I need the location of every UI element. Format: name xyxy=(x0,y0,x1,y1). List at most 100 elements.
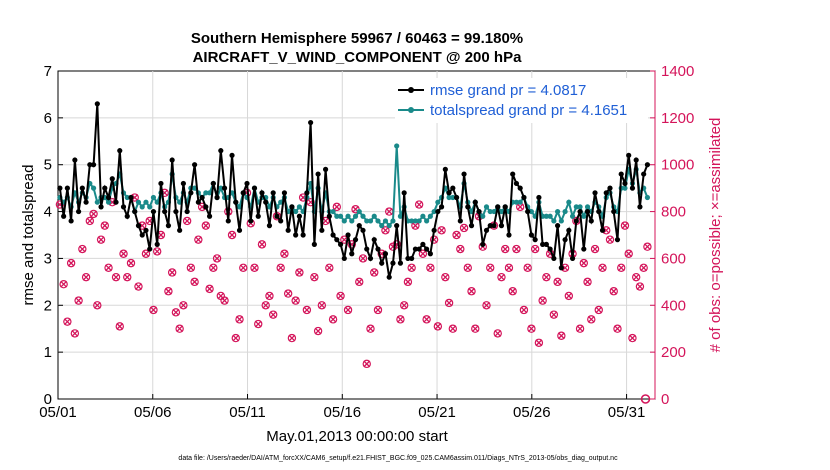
totalspread-point xyxy=(573,204,579,210)
obs-possible-point xyxy=(609,287,618,296)
obs-possible-point xyxy=(295,268,304,277)
rmse-point xyxy=(633,157,639,163)
rmse-point xyxy=(577,208,583,215)
obs-possible-point xyxy=(302,305,312,315)
obs-possible-point xyxy=(336,291,345,301)
rmse-point xyxy=(409,255,415,262)
rmse-point xyxy=(506,232,512,238)
rmse-point xyxy=(218,148,224,154)
obs-assimilated-point xyxy=(206,285,214,293)
rmse-point xyxy=(206,213,213,219)
totalspread-point xyxy=(581,213,587,219)
totalspread-point xyxy=(543,213,549,219)
rmse-point xyxy=(513,180,520,187)
rmse-point xyxy=(495,204,501,210)
obs-assimilated-point xyxy=(209,264,217,272)
totalspread-point xyxy=(416,218,422,224)
rmse-point xyxy=(420,241,426,247)
y-left-tick-label: 1 xyxy=(44,344,52,361)
totalspread-point xyxy=(644,194,651,201)
legend-rmse-label: rmse grand pr = 4.0817 xyxy=(430,82,586,99)
obs-assimilated-point xyxy=(127,259,135,267)
rmse-point xyxy=(569,255,576,262)
rmse-point xyxy=(259,190,265,196)
totalspread-point xyxy=(379,223,385,229)
totalspread-point xyxy=(90,185,97,191)
obs-possible-point xyxy=(640,394,651,404)
y-right-tick-label: 1000 xyxy=(661,157,694,174)
obs-assimilated-point xyxy=(322,217,330,225)
obs-assimilated-point xyxy=(194,236,202,244)
rmse-point xyxy=(390,260,396,266)
rmse-point xyxy=(278,218,284,224)
obs-assimilated-point xyxy=(527,325,535,333)
rmse-point xyxy=(169,157,175,163)
rmse-point xyxy=(105,194,112,201)
legend: rmse grand pr = 4.0817 totalspread grand… xyxy=(395,78,648,123)
totalspread-point xyxy=(397,213,404,219)
rmse-point xyxy=(517,185,523,191)
rmse-point xyxy=(180,180,186,187)
obs-assimilated-point xyxy=(232,334,240,342)
obs-assimilated-point xyxy=(599,264,606,272)
obs-assimilated-point xyxy=(202,222,210,230)
obs-assimilated-point xyxy=(419,250,427,258)
obs-assimilated-point xyxy=(116,322,124,330)
y-right-tick-label: 600 xyxy=(661,250,686,267)
rmse-point xyxy=(614,237,621,243)
totalspread-point xyxy=(352,213,359,219)
obs-possible-point xyxy=(628,333,637,343)
rmse-point xyxy=(431,227,437,233)
obs-possible-point xyxy=(239,263,248,272)
rmse-point xyxy=(453,194,460,201)
footer-data-file: data file: /Users/raeder/DAI/ATM_forcXX/… xyxy=(178,455,618,462)
rmse-point xyxy=(289,204,295,210)
rmse-point xyxy=(457,218,463,224)
x-tick-label: 05/01 xyxy=(39,404,77,421)
rmse-point xyxy=(124,213,130,219)
rmse-point xyxy=(225,218,231,224)
obs-possible-point xyxy=(141,249,151,258)
obs-assimilated-point xyxy=(434,322,442,330)
rmse-point xyxy=(143,227,149,233)
rmse-point xyxy=(274,213,280,219)
obs-possible-point xyxy=(179,301,188,310)
obs-assimilated-point xyxy=(468,287,475,295)
obs-assimilated-point xyxy=(325,264,333,272)
rmse-point xyxy=(135,223,142,229)
totalspread-point xyxy=(375,218,381,224)
obs-possible-point xyxy=(291,296,300,305)
rmse-point xyxy=(386,274,392,280)
obs-assimilated-point xyxy=(460,224,468,232)
obs-assimilated-point xyxy=(512,245,520,253)
obs-assimilated-point xyxy=(486,264,494,272)
rmse-point xyxy=(502,204,508,210)
obs-assimilated-point xyxy=(632,273,640,281)
obs-possible-point xyxy=(575,324,585,333)
totalspread-point xyxy=(356,208,362,215)
rmse-point xyxy=(210,180,216,187)
rmse-point xyxy=(319,227,325,233)
obs-possible-point xyxy=(212,254,222,263)
obs-assimilated-point xyxy=(101,222,109,230)
rmse-point xyxy=(622,180,628,187)
obs-possible-point xyxy=(235,315,244,324)
totalspread-point xyxy=(555,208,561,215)
obs-assimilated-point xyxy=(284,290,292,298)
x-tick-label: 05/26 xyxy=(513,404,551,421)
obs-assimilated-point xyxy=(105,264,113,272)
obs-possible-point xyxy=(512,244,521,254)
legend-rmse-marker xyxy=(408,87,414,93)
obs-assimilated-point xyxy=(464,264,472,272)
obs-possible-point xyxy=(358,254,368,263)
totalspread-point xyxy=(364,218,370,224)
rmse-point xyxy=(341,255,347,262)
totalspread-point xyxy=(105,199,112,205)
obs-possible-point xyxy=(370,268,379,277)
rmse-point xyxy=(540,241,546,247)
rmse-point xyxy=(102,185,108,191)
obs-possible-point xyxy=(190,277,199,287)
totalspread-point xyxy=(487,208,493,215)
obs-possible-point xyxy=(407,263,416,272)
obs-assimilated-point xyxy=(112,273,120,281)
